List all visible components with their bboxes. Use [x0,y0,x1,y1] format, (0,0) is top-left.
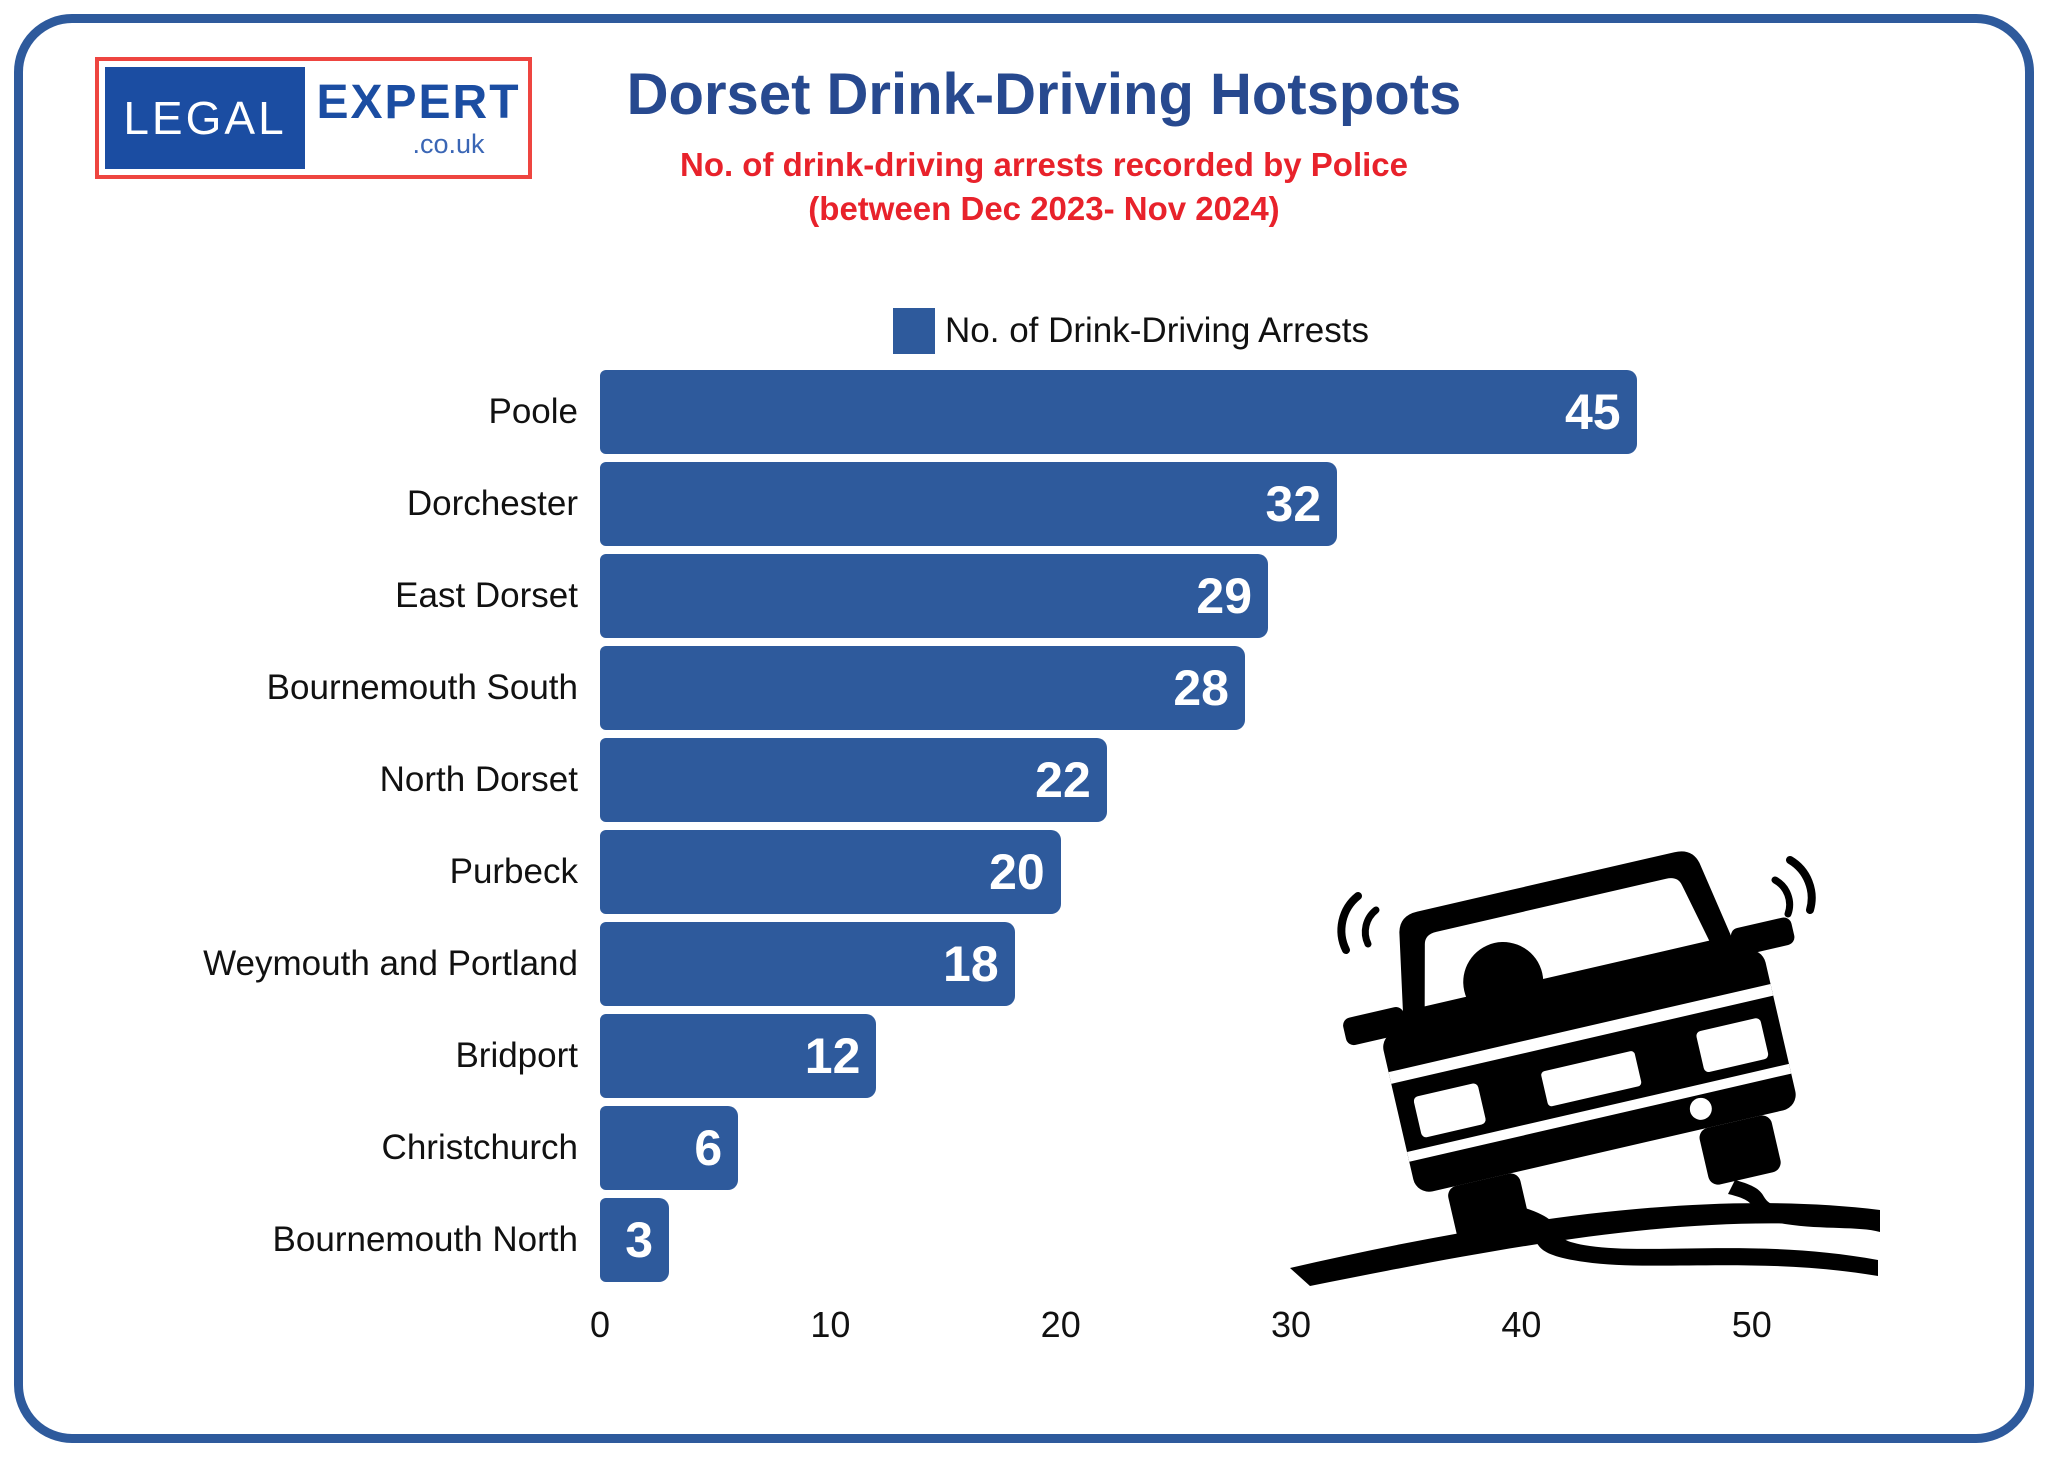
bar-track: 32 [600,462,1890,546]
bar-track: 20 [600,830,1890,914]
page-subtitle: No. of drink-driving arrests recorded by… [344,143,1744,232]
bar: 6 [600,1106,739,1190]
logo-legal-box: LEGAL [105,67,305,169]
bar-track: 28 [600,646,1890,730]
bar-track: 29 [600,554,1890,638]
page-title: Dorset Drink-Driving Hotspots [626,62,1462,127]
bar: 18 [600,922,1015,1006]
bar: 45 [600,370,1637,454]
bar-value-label: 12 [804,1028,861,1084]
bar: 3 [600,1198,670,1282]
bar-value-label: 29 [1196,568,1253,624]
category-label: Bournemouth North [272,1220,578,1259]
subtitle-line-1: No. of drink-driving arrests recorded by… [679,145,1408,183]
chart-row: Weymouth and Portland 18 [60,918,1890,1010]
bar-value-label: 18 [943,936,999,992]
chart-row: Purbeck 20 [60,826,1890,918]
legend-swatch [893,308,935,354]
bar: 29 [600,554,1269,638]
logo-expert-text: EXPERT [316,75,521,129]
legend-label: No. of Drink-Driving Arrests [945,311,1369,350]
category-label: Poole [488,392,578,431]
bar-value-label: 32 [1265,476,1322,532]
bar: 22 [600,738,1107,822]
logo-right-block: EXPERT .co.uk [315,67,522,169]
logo-couk-text: .co.uk [412,128,485,159]
bar-track: 3 [600,1198,1890,1282]
bar-track: 45 [600,370,1890,454]
x-axis: 0 10 20 30 40 50 [590,1292,1890,1352]
x-tick-label: 0 [589,1304,611,1345]
header: Dorset Drink-Driving Hotspots No. of dri… [344,62,1744,232]
bar-track: 18 [600,922,1890,1006]
bar-value-label: 45 [1564,384,1621,440]
chart-row: Bridport 12 [60,1010,1890,1102]
category-label: East Dorset [395,576,578,615]
legal-expert-logo: LEGAL EXPERT .co.uk [95,57,532,179]
bar-chart: Poole 45 Dorchester 32 East Dorset 29 Bournemo… [60,366,1890,1286]
x-tick-label: 30 [1271,1304,1312,1345]
chart-row: North Dorset 22 [60,734,1890,826]
x-tick-label: 40 [1501,1304,1542,1345]
category-label: North Dorset [379,760,578,799]
category-label: Bridport [455,1036,578,1075]
category-label: Dorchester [406,484,578,523]
legend: No. of Drink-Driving Arrests [893,308,1369,354]
x-tick-label: 50 [1731,1304,1772,1345]
bar-value-label: 22 [1035,752,1091,808]
subtitle-line-2: (between Dec 2023- Nov 2024) [808,190,1280,228]
bar: 32 [600,462,1338,546]
bar-value-label: 20 [989,844,1045,900]
chart-row: Bournemouth North 3 [60,1194,1890,1286]
category-label: Bournemouth South [266,668,578,707]
bar-value-label: 3 [625,1212,654,1268]
bar-track: 12 [600,1014,1890,1098]
bar: 28 [600,646,1245,730]
bar-value-label: 28 [1173,660,1229,716]
bar: 20 [600,830,1061,914]
bar-track: 6 [600,1106,1890,1190]
bar-track: 22 [600,738,1890,822]
category-label: Weymouth and Portland [203,944,578,983]
chart-row: Christchurch 6 [60,1102,1890,1194]
category-label: Christchurch [381,1128,578,1167]
bar-value-label: 6 [694,1120,723,1176]
chart-row: Bournemouth South 28 [60,642,1890,734]
chart-row: Poole 45 [60,366,1890,458]
chart-row: Dorchester 32 [60,458,1890,550]
bar: 12 [600,1014,877,1098]
x-tick-label: 20 [1040,1304,1081,1345]
x-tick-label: 10 [810,1304,851,1345]
category-label: Purbeck [449,852,578,891]
skidding-car-illustration [1290,851,1880,1286]
chart-row: East Dorset 29 [60,550,1890,642]
